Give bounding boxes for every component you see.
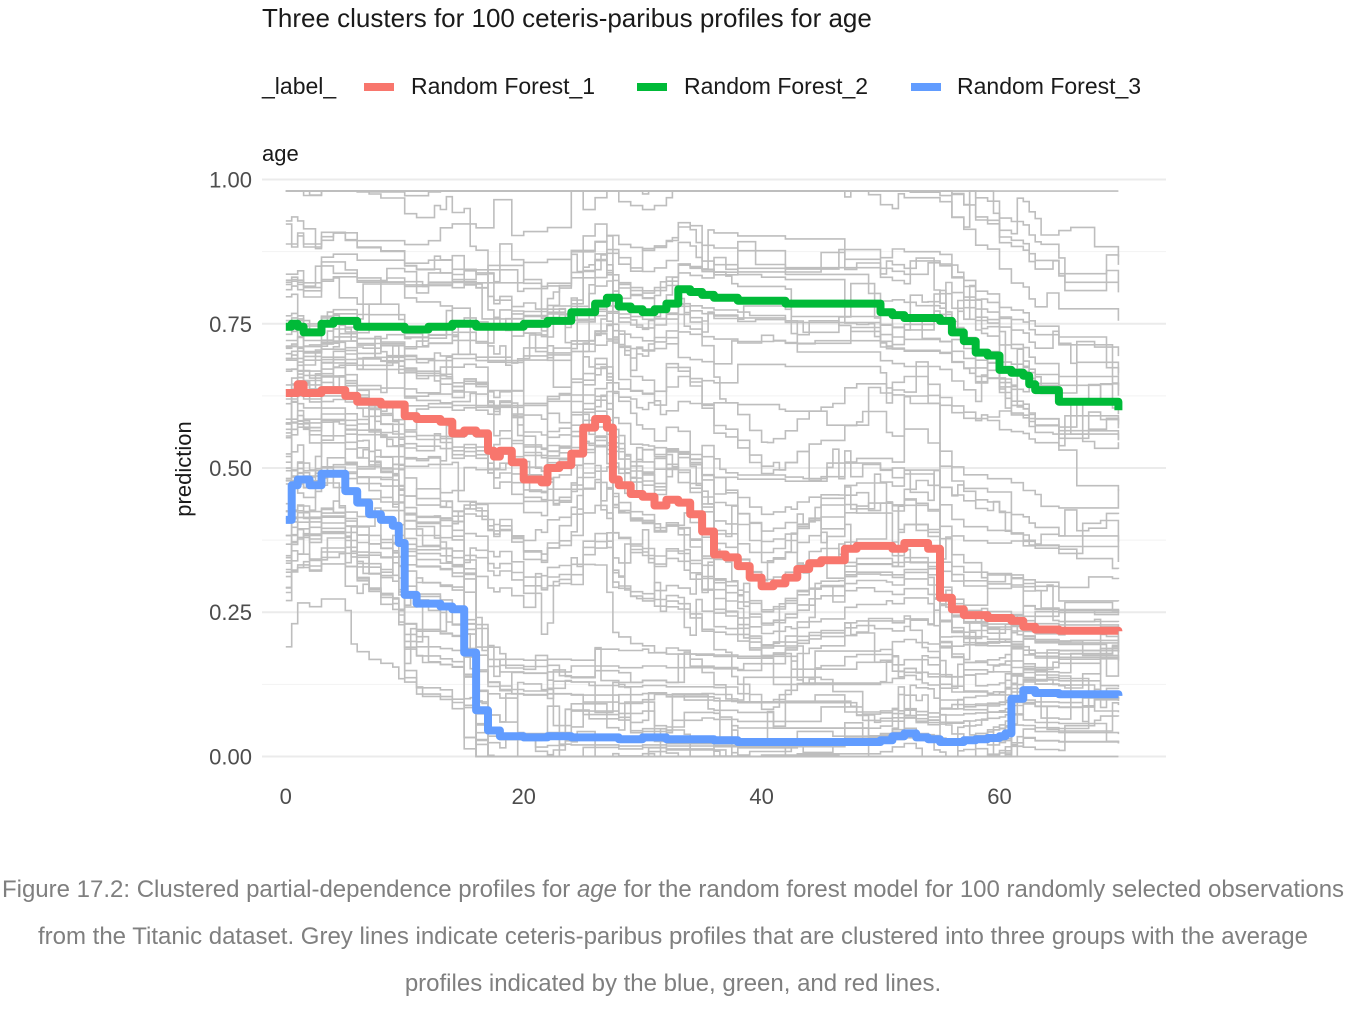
legend-key-rf2 bbox=[637, 83, 667, 91]
caption-prefix: Figure 17.2: Clustered partial-dependenc… bbox=[1, 876, 577, 903]
background-profile-line bbox=[285, 326, 1120, 435]
x-tick-label: 60 bbox=[987, 784, 1011, 809]
x-tick-label: 0 bbox=[280, 784, 292, 809]
y-tick-label: 0.00 bbox=[209, 744, 252, 769]
legend-title: _label_ bbox=[261, 73, 337, 99]
chart-title: Three clusters for 100 ceteris-paribus p… bbox=[262, 3, 872, 33]
background-profile-line bbox=[285, 444, 1120, 674]
series-line-rf2 bbox=[285, 285, 1123, 411]
x-tick-label: 20 bbox=[511, 784, 535, 809]
caption-emph: age bbox=[576, 876, 617, 903]
facet-label: age bbox=[262, 141, 299, 166]
background-profile-line bbox=[285, 442, 1120, 758]
y-tick-label: 0.25 bbox=[209, 600, 252, 625]
legend: _label_ Random Forest_1 Random Forest_2 … bbox=[261, 73, 1141, 99]
y-tick-label: 0.75 bbox=[209, 312, 252, 337]
legend-label-rf2: Random Forest_2 bbox=[684, 73, 868, 99]
series-line-rf1 bbox=[285, 380, 1123, 635]
background-profile-line bbox=[285, 507, 1120, 736]
series-line-rf3 bbox=[285, 469, 1123, 746]
background-profile-line bbox=[285, 324, 1120, 634]
background-profile-line bbox=[285, 226, 1120, 376]
cluster-profiles bbox=[285, 285, 1123, 746]
y-axis-label: prediction bbox=[171, 421, 196, 516]
legend-label-rf1: Random Forest_1 bbox=[411, 73, 595, 99]
background-profile-line bbox=[285, 190, 1120, 509]
legend-key-rf3 bbox=[911, 83, 941, 91]
background-profile-line bbox=[285, 232, 1120, 548]
background-profile-line bbox=[285, 500, 1120, 708]
background-profile-line bbox=[285, 223, 1120, 545]
legend-key-rf1 bbox=[364, 83, 394, 91]
background-profile-line bbox=[285, 302, 1120, 415]
x-axis-ticks: 0 20 40 60 bbox=[280, 784, 1012, 809]
background-profile-line bbox=[285, 354, 1120, 632]
y-tick-label: 0.50 bbox=[209, 456, 252, 481]
background-profile-line bbox=[285, 386, 1120, 492]
background-profile-line bbox=[285, 297, 1120, 447]
chart: Three clusters for 100 ceteris-paribus p… bbox=[171, 3, 1166, 809]
background-profile-line bbox=[285, 261, 1120, 616]
background-profile-line bbox=[285, 361, 1120, 441]
y-tick-label: 1.00 bbox=[209, 168, 252, 193]
background-profiles bbox=[285, 190, 1120, 758]
legend-label-rf3: Random Forest_3 bbox=[957, 73, 1141, 99]
x-tick-label: 40 bbox=[749, 784, 773, 809]
background-profile-line bbox=[285, 263, 1120, 408]
background-profile-line bbox=[285, 221, 1120, 365]
background-profile-line bbox=[285, 455, 1120, 659]
caption-suffix: for the random forest model for 100 rand… bbox=[38, 876, 1345, 997]
y-axis-ticks: 0.00 0.25 0.50 0.75 1.00 bbox=[209, 168, 252, 770]
background-profile-line bbox=[285, 362, 1120, 741]
background-profile-line bbox=[285, 389, 1120, 660]
figure-caption: Figure 17.2: Clustered partial-dependenc… bbox=[0, 866, 1346, 1007]
